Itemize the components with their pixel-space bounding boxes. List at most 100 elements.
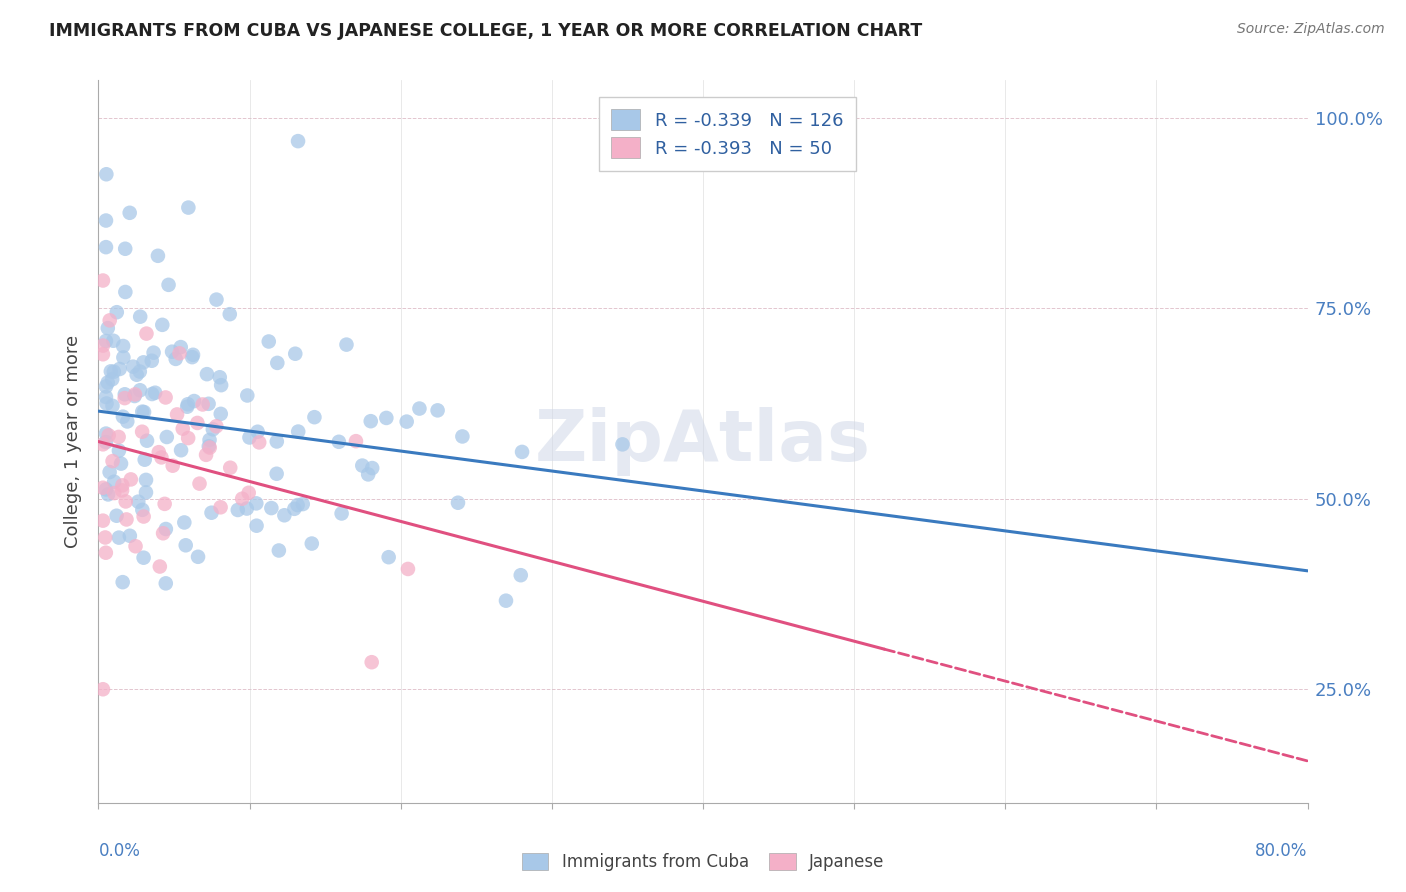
Point bbox=[267, 543, 290, 558]
Point bbox=[238, 430, 260, 444]
Point bbox=[360, 414, 382, 428]
Point bbox=[91, 338, 114, 352]
Point bbox=[188, 476, 211, 491]
Point bbox=[101, 372, 124, 386]
Point bbox=[170, 443, 193, 458]
Point bbox=[94, 531, 117, 545]
Point bbox=[111, 483, 134, 498]
Point bbox=[238, 485, 260, 500]
Point bbox=[162, 458, 184, 473]
Point bbox=[165, 351, 187, 366]
Point bbox=[94, 546, 117, 560]
Point bbox=[260, 501, 283, 516]
Point bbox=[510, 445, 533, 459]
Point bbox=[108, 531, 131, 545]
Point bbox=[132, 355, 155, 369]
Point bbox=[132, 405, 155, 419]
Point bbox=[509, 568, 531, 582]
Point bbox=[135, 326, 157, 341]
Point bbox=[284, 347, 307, 361]
Point bbox=[152, 526, 174, 541]
Point bbox=[141, 353, 163, 368]
Point bbox=[357, 467, 380, 482]
Point bbox=[209, 500, 232, 515]
Point bbox=[97, 321, 120, 335]
Point bbox=[266, 434, 288, 449]
Point bbox=[246, 425, 269, 439]
Point bbox=[114, 242, 136, 256]
Text: 80.0%: 80.0% bbox=[1256, 842, 1308, 860]
Point bbox=[128, 365, 150, 379]
Point bbox=[195, 367, 218, 381]
Point bbox=[231, 491, 253, 506]
Point bbox=[408, 401, 430, 416]
Point bbox=[131, 503, 153, 517]
Point bbox=[124, 389, 146, 403]
Point bbox=[291, 497, 314, 511]
Point bbox=[91, 682, 114, 697]
Point bbox=[287, 425, 309, 439]
Point bbox=[328, 434, 350, 449]
Point bbox=[108, 443, 131, 458]
Point bbox=[111, 478, 134, 492]
Point bbox=[97, 487, 120, 501]
Point bbox=[181, 350, 204, 364]
Point bbox=[101, 454, 124, 468]
Point bbox=[94, 426, 117, 441]
Point bbox=[208, 370, 231, 384]
Point bbox=[335, 337, 357, 351]
Point bbox=[135, 473, 157, 487]
Point bbox=[94, 483, 117, 497]
Point bbox=[156, 430, 179, 444]
Point bbox=[142, 345, 165, 359]
Point bbox=[122, 359, 145, 374]
Point bbox=[209, 407, 232, 421]
Point bbox=[153, 497, 176, 511]
Point bbox=[495, 593, 517, 607]
Point bbox=[112, 339, 135, 353]
Point bbox=[195, 448, 218, 462]
Point bbox=[108, 362, 131, 376]
Point bbox=[111, 409, 134, 424]
Point bbox=[94, 435, 117, 450]
Y-axis label: College, 1 year or more: College, 1 year or more bbox=[65, 335, 83, 548]
Point bbox=[177, 431, 200, 445]
Point bbox=[94, 379, 117, 393]
Point bbox=[103, 365, 125, 379]
Point bbox=[131, 404, 153, 418]
Point bbox=[160, 344, 183, 359]
Point bbox=[103, 475, 125, 489]
Point bbox=[98, 313, 121, 327]
Point bbox=[186, 416, 208, 430]
Text: 0.0%: 0.0% bbox=[98, 842, 141, 860]
Point bbox=[91, 347, 114, 361]
Point bbox=[115, 512, 138, 526]
Point bbox=[155, 522, 177, 536]
Point bbox=[114, 387, 136, 401]
Point bbox=[103, 486, 125, 500]
Point bbox=[330, 507, 353, 521]
Point bbox=[94, 390, 117, 404]
Point bbox=[174, 538, 197, 552]
Point bbox=[91, 273, 114, 287]
Point bbox=[91, 437, 114, 451]
Point bbox=[166, 408, 188, 422]
Point bbox=[344, 434, 367, 449]
Point bbox=[209, 378, 232, 392]
Point bbox=[395, 415, 418, 429]
Point bbox=[125, 368, 148, 382]
Point bbox=[155, 391, 177, 405]
Point bbox=[114, 285, 136, 299]
Point bbox=[200, 506, 222, 520]
Point bbox=[236, 388, 259, 402]
Point bbox=[287, 498, 309, 512]
Point bbox=[191, 397, 214, 411]
Point bbox=[97, 376, 120, 390]
Point bbox=[120, 472, 142, 486]
Point bbox=[375, 411, 398, 425]
Point bbox=[146, 249, 169, 263]
Point bbox=[451, 429, 474, 443]
Point bbox=[205, 293, 228, 307]
Point bbox=[177, 201, 200, 215]
Text: Source: ZipAtlas.com: Source: ZipAtlas.com bbox=[1237, 22, 1385, 37]
